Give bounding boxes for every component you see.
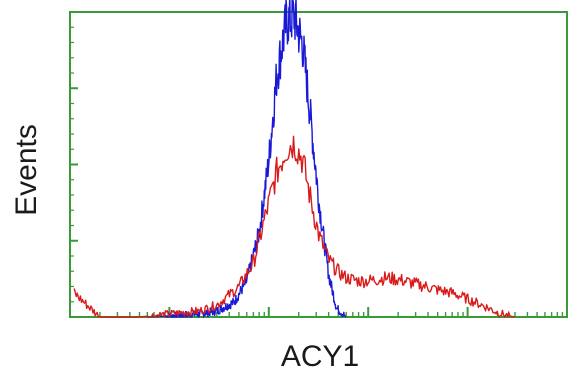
plot-frame [69, 11, 568, 318]
series-line-1 [147, 0, 347, 318]
y-axis-label: Events [10, 124, 43, 216]
series-line-2 [73, 135, 516, 318]
plot-area [69, 0, 568, 318]
x-axis-label: ACY1 [281, 340, 359, 373]
